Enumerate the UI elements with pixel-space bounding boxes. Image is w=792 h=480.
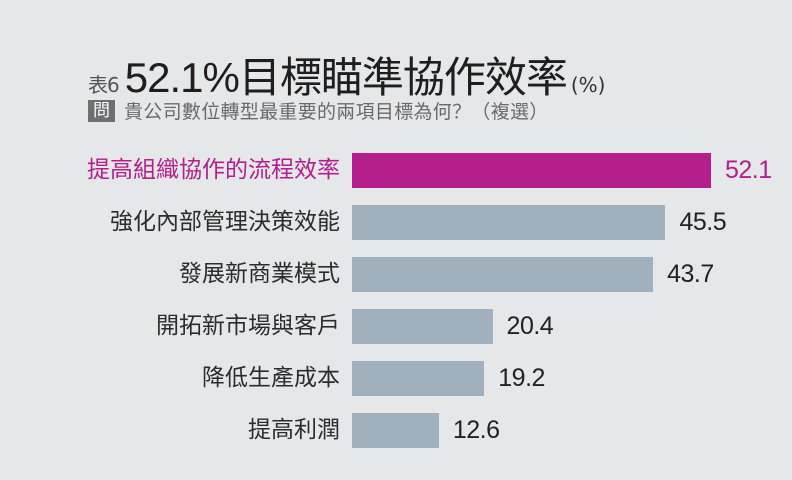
chart-title: 表6 52.1%目標瞄準協作效率 (%) xyxy=(88,44,606,101)
bar xyxy=(352,413,439,448)
bar-value: 20.4 xyxy=(506,312,554,340)
bar-value: 52.1 xyxy=(724,156,772,184)
bar-value: 19.2 xyxy=(498,364,545,392)
question-badge: 問 xyxy=(88,99,115,122)
bar-row: 強化內部管理決策效能 45.5 xyxy=(0,205,792,240)
bar xyxy=(352,309,493,344)
title-text: 52.1%目標瞄準協作效率 xyxy=(124,54,568,101)
table-number: 表6 xyxy=(88,73,120,97)
bar-row: 降低生產成本 19.2 xyxy=(0,361,792,396)
bar-label: 提高利潤 xyxy=(248,417,340,443)
bar-value: 43.7 xyxy=(667,260,714,288)
bar-label: 降低生產成本 xyxy=(202,365,340,391)
bar-label: 提高組織協作的流程效率 xyxy=(87,157,340,183)
bar xyxy=(352,361,485,396)
bar-row: 發展新商業模式 43.7 xyxy=(0,257,792,292)
question-subtitle: 問 貴公司數位轉型最重要的兩項目標為何？（複選） xyxy=(88,97,549,124)
bar-value: 45.5 xyxy=(679,208,727,236)
bar-label: 發展新商業模式 xyxy=(179,261,340,287)
question-text: 貴公司數位轉型最重要的兩項目標為何？（複選） xyxy=(124,101,549,123)
bar-row: 提高利潤 12.6 xyxy=(0,413,792,448)
bar-value: 12.6 xyxy=(452,416,500,444)
bar-row: 開拓新市場與客戶 20.4 xyxy=(0,309,792,344)
bar-label: 強化內部管理決策效能 xyxy=(110,209,340,235)
bar-row: 提高組織協作的流程效率 52.1 xyxy=(0,153,792,188)
bar xyxy=(352,257,654,292)
bar-label: 開拓新市場與客戶 xyxy=(156,313,340,339)
unit-label: (%) xyxy=(570,73,606,97)
bar xyxy=(352,153,711,188)
bar xyxy=(352,205,666,240)
